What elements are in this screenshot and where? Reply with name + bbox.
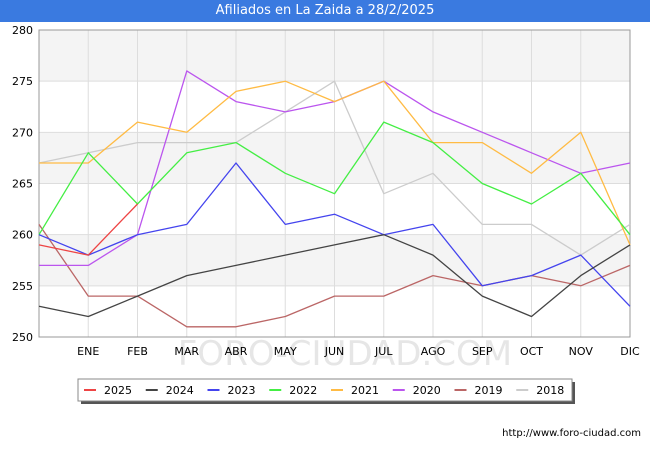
legend: 2025 2024 2023 2022 2021 2020 2019 2018 [77,378,575,404]
y-tick-label: 275 [12,75,33,88]
x-tick-label: NOV [569,345,594,358]
x-axis-ticks: ENE FEB MAR ABR MAY JUN JUL AGO SEP OCT NOV DIC [77,345,640,358]
chart-title: Afiliados en La Zaida a 28/2/2025 [215,3,435,18]
watermark: FORO-CIUDAD.COM [178,334,512,374]
x-tick-label: ENE [77,345,99,358]
legend-box [77,378,573,402]
source-url: http://www.foro-ciudad.com [502,428,641,439]
series-line-2024 [38,234,631,318]
legend-label-2025: 2025 [104,384,132,397]
y-tick-label: 265 [12,178,33,191]
x-tick-label: MAR [174,345,199,358]
y-tick-label: 260 [12,229,33,242]
y-axis-ticks: 250 255 260 265 270 275 280 [12,24,33,344]
legend-label-2021: 2021 [351,384,379,397]
y-tick-label: 255 [12,280,33,293]
series-lines [38,70,631,328]
x-tick-label: OCT [520,345,543,358]
legend-label-2022: 2022 [289,384,317,397]
x-tick-label: SEP [472,345,493,358]
y-tick-label: 250 [12,331,33,344]
legend-label-2024: 2024 [166,384,194,397]
legend-label-2023: 2023 [228,384,256,397]
plot-frame [38,29,631,338]
x-tick-label: DIC [620,345,640,358]
x-tick-label: FEB [127,345,148,358]
legend-label-2020: 2020 [413,384,441,397]
x-tick-label: JUL [374,345,393,358]
x-tick-label: ABR [225,345,248,358]
x-tick-label: AGO [421,345,446,358]
series-line-2025 [38,203,138,256]
x-tick-label: JUN [324,345,345,358]
series-line-2021 [39,80,631,246]
legend-label-2018: 2018 [536,384,564,397]
legend-label-2019: 2019 [475,384,503,397]
y-tick-label: 280 [12,24,33,37]
y-tick-label: 270 [12,126,33,139]
title-bar [0,0,650,22]
x-tick-label: MAY [274,345,297,358]
series-line-2018 [38,80,631,256]
series-line-2023 [38,162,631,307]
